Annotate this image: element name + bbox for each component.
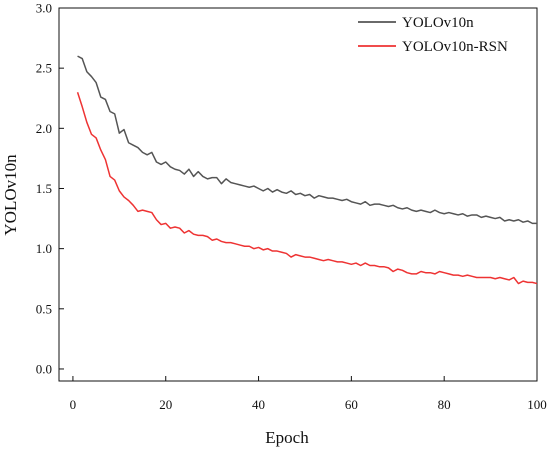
y-tick-label: 0.0 xyxy=(36,361,52,376)
y-tick-label: 3.0 xyxy=(36,1,52,16)
x-tick-label: 20 xyxy=(159,397,172,412)
legend-label: YOLOv10n-RSN xyxy=(402,39,508,55)
x-tick-label: 40 xyxy=(252,397,265,412)
series-layer xyxy=(76,55,538,285)
series-line-1 xyxy=(77,55,537,225)
plot-frame xyxy=(58,7,538,382)
y-tick-label: 2.5 xyxy=(36,61,52,76)
x-tick-label: 100 xyxy=(527,397,547,412)
y-tick-label: 0.5 xyxy=(36,301,52,316)
x-tick-label: 60 xyxy=(345,397,358,412)
y-axis: 0.0 0.5 1.0 1.5 2.0 2.5 3.0 xyxy=(36,1,64,376)
legend: YOLOv10n YOLOv10n-RSN xyxy=(358,15,508,55)
y-axis-title: YOLOv10n xyxy=(1,154,20,236)
x-axis: 0 20 40 60 80 100 xyxy=(70,376,547,412)
legend-label: YOLOv10n xyxy=(402,15,474,31)
y-tick-label: 1.0 xyxy=(36,241,52,256)
series-line-2 xyxy=(76,92,538,285)
y-tick-label: 1.5 xyxy=(36,181,52,196)
x-tick-label: 80 xyxy=(438,397,451,412)
x-tick-label: 0 xyxy=(70,397,77,412)
y-tick-label: 2.0 xyxy=(36,121,52,136)
x-axis-title: Epoch xyxy=(265,428,309,447)
